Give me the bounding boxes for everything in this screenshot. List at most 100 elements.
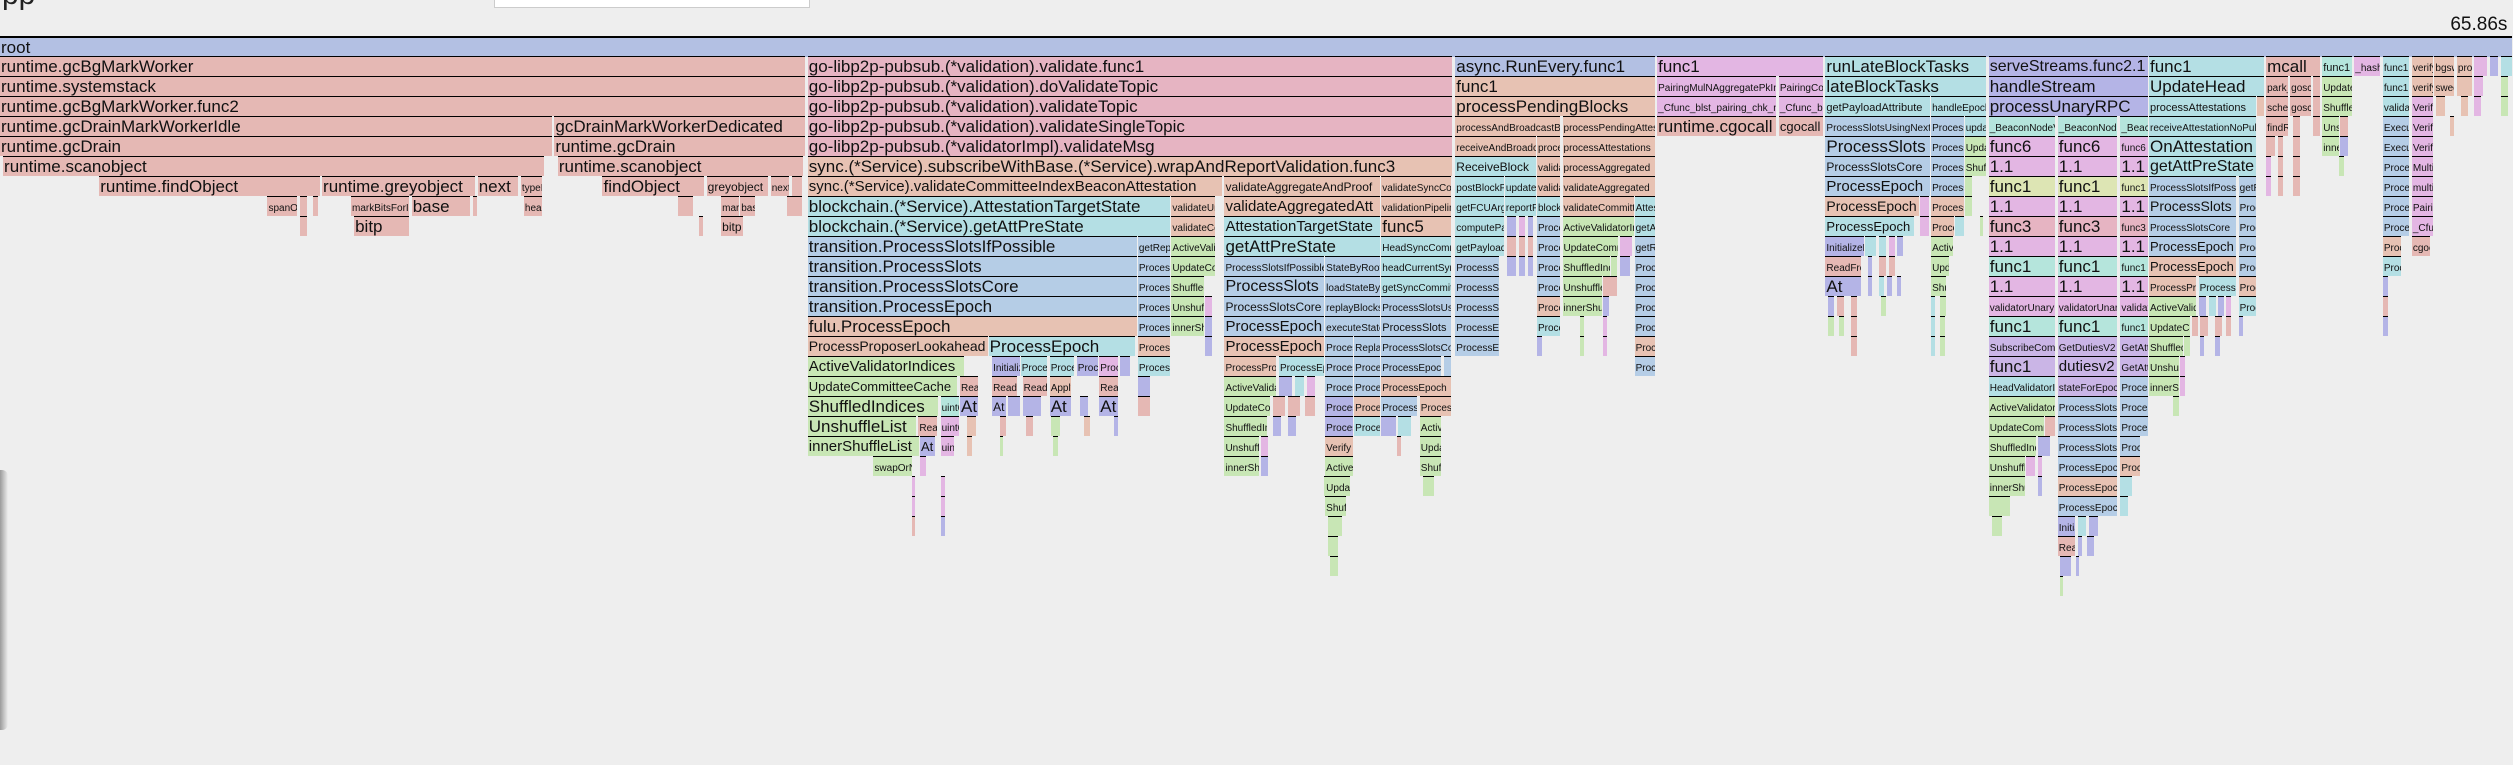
flame-frame[interactable]: ProcessEpoch	[1224, 316, 1325, 336]
flame-frame[interactable]	[2501, 96, 2508, 116]
flame-frame[interactable]: ShuffledIndices	[807, 396, 939, 416]
flame-frame[interactable]	[1279, 376, 1293, 396]
flame-frame[interactable]: ProcessSlotsIfPossible	[1224, 256, 1325, 276]
flame-frame[interactable]	[2256, 96, 2264, 116]
flame-frame[interactable]	[1396, 436, 1402, 456]
flame-frame[interactable]	[472, 196, 477, 216]
flame-frame[interactable]: UnshuffleList	[1224, 436, 1259, 456]
flame-frame[interactable]: UpdateCommitteeCache	[2148, 316, 2190, 336]
flame-frame[interactable]: next	[477, 176, 519, 196]
flame-frame[interactable]: fulu.ProcessEpoch	[807, 316, 1137, 336]
flame-frame[interactable]	[1518, 256, 1526, 276]
flame-frame[interactable]	[1053, 436, 1058, 456]
flame-frame[interactable]: func1	[2057, 316, 2118, 336]
flame-frame[interactable]	[1204, 296, 1212, 316]
flame-frame[interactable]: At	[1099, 396, 1118, 416]
flame-frame[interactable]: ProcessEpoch	[2382, 216, 2410, 236]
flame-frame[interactable]: ProcessSlots	[1931, 116, 1964, 136]
flame-frame[interactable]: ProcessEpoch	[2238, 256, 2256, 276]
flame-frame[interactable]: ProcessEpoch	[2238, 296, 2256, 316]
flame-frame[interactable]: markBitsForIndex	[351, 196, 410, 216]
flame-frame[interactable]: func6	[2057, 136, 2118, 156]
flame-frame[interactable]: StateByRoot	[1325, 256, 1381, 276]
flame-frame[interactable]: func1	[2120, 256, 2148, 276]
flame-frame[interactable]	[1083, 416, 1091, 436]
flame-frame[interactable]	[2474, 56, 2487, 76]
flame-frame[interactable]: processAggregated	[1562, 156, 1655, 176]
flame-frame[interactable]: validatorUnaryInterceptor	[2057, 296, 2118, 316]
flame-frame[interactable]: getSyncCommittee	[1381, 276, 1451, 296]
flame-frame[interactable]: ProcessSlotsCore	[1137, 276, 1171, 296]
flame-frame[interactable]: ShuffledIndices	[1931, 276, 1947, 296]
flame-frame[interactable]: loadStateByRoot	[1325, 276, 1381, 296]
flame-frame[interactable]	[1931, 336, 1936, 356]
flame-frame[interactable]: ProcessEpoch	[1536, 316, 1560, 336]
flame-frame[interactable]: bitp	[354, 216, 410, 236]
flame-frame[interactable]: processPendingBlocks	[1455, 96, 1655, 116]
flame-frame[interactable]: blockchain	[1536, 196, 1560, 216]
flame-frame[interactable]: ActiveValidatorIndices	[1931, 236, 1953, 256]
flame-frame[interactable]: func1	[2382, 76, 2410, 96]
flame-frame[interactable]: processAndBroadcastBlock	[1455, 116, 1560, 136]
flame-frame[interactable]: verify	[2411, 56, 2434, 76]
flame-frame[interactable]	[1120, 356, 1131, 376]
flame-frame[interactable]	[1931, 316, 1936, 336]
flame-frame[interactable]: func3	[1988, 216, 2056, 236]
flame-frame[interactable]: base	[411, 196, 471, 216]
flame-frame[interactable]: func6	[2120, 136, 2148, 156]
flame-frame[interactable]: GetDutiesV2	[2057, 336, 2118, 356]
flame-frame[interactable]	[2077, 516, 2087, 536]
flame-frame[interactable]: validate	[1536, 176, 1560, 196]
flame-frame[interactable]: getAttPreState	[2148, 156, 2256, 176]
flame-frame[interactable]	[1850, 296, 1858, 316]
flame-frame[interactable]: ProcessEpoch	[1419, 396, 1451, 416]
flame-frame[interactable]: runtime.gcBgMarkWorker	[0, 56, 806, 76]
flame-frame[interactable]: headCurrentSyncCommittee	[1381, 256, 1451, 276]
flame-frame[interactable]	[2474, 76, 2483, 96]
flame-frame[interactable]: validateSyncContribution	[1381, 176, 1451, 196]
flame-frame[interactable]	[2025, 456, 2035, 476]
flame-frame[interactable]: ProcessSlots	[1381, 396, 1418, 416]
flame-frame[interactable]	[2489, 56, 2499, 76]
flame-frame[interactable]	[1204, 316, 1212, 336]
flame-frame[interactable]: ProcessSlashings	[1076, 356, 1099, 376]
flame-frame[interactable]	[2038, 436, 2050, 456]
flame-frame[interactable]: UnshuffleList	[1562, 276, 1602, 296]
flame-frame[interactable]: innerShuffleList	[1224, 456, 1259, 476]
flame-frame[interactable]: runtime.gcDrainMarkWorkerIdle	[0, 116, 552, 136]
flame-frame[interactable]	[911, 476, 915, 496]
flame-frame[interactable]: ProcessSlotsCore	[1455, 276, 1499, 296]
flame-frame[interactable]	[2089, 516, 2098, 536]
flame-frame[interactable]: typeP	[520, 176, 543, 196]
flame-frame[interactable]	[2120, 476, 2132, 496]
flame-frame[interactable]: ProcessSlots	[2120, 376, 2148, 396]
flame-frame[interactable]: Initialize	[2057, 516, 2075, 536]
flame-frame[interactable]: ReplayProcessSlots	[1354, 336, 1381, 356]
flame-frame[interactable]: UpdateCommitteeCache	[1171, 256, 1216, 276]
flame-frame[interactable]: Verify	[2411, 96, 2434, 116]
flame-frame[interactable]: ProcessSlots	[1536, 216, 1560, 236]
flame-frame[interactable]: ExecuteStateTransition	[2382, 136, 2410, 156]
flame-frame[interactable]	[2277, 176, 2283, 196]
flame-frame[interactable]	[1888, 236, 1896, 256]
flame-frame[interactable]: uint64	[940, 416, 960, 436]
flame-frame[interactable]: cgocall	[1778, 116, 1823, 136]
flame-frame[interactable]: At	[992, 396, 1006, 416]
flame-frame[interactable]: ProcessSlots	[1455, 296, 1499, 316]
flame-frame[interactable]	[299, 216, 307, 236]
flame-frame[interactable]	[312, 196, 318, 216]
flame-frame[interactable]: 1.1	[2120, 156, 2148, 176]
flame-frame[interactable]: ReceiveBlock	[1455, 156, 1536, 176]
flame-frame[interactable]: processPendingAttestations	[1562, 116, 1655, 136]
flame-frame[interactable]: ProcessEpoch	[2238, 236, 2256, 256]
flame-frame[interactable]: GetAttestationData	[2120, 336, 2148, 356]
flame-frame[interactable]: ProcessEffective	[1099, 356, 1118, 376]
flame-frame[interactable]: innerShuffleList	[1988, 476, 2025, 496]
flame-frame[interactable]	[1940, 316, 1945, 336]
flame-frame[interactable]	[1026, 416, 1034, 436]
flame-frame[interactable]	[1579, 336, 1585, 356]
flame-frame[interactable]	[1867, 256, 1873, 276]
flame-frame[interactable]: ProcessEpoch	[2120, 436, 2140, 456]
flame-frame[interactable]	[1261, 436, 1268, 456]
flame-frame[interactable]: receiveAndBroadcastBlock	[1455, 136, 1536, 156]
